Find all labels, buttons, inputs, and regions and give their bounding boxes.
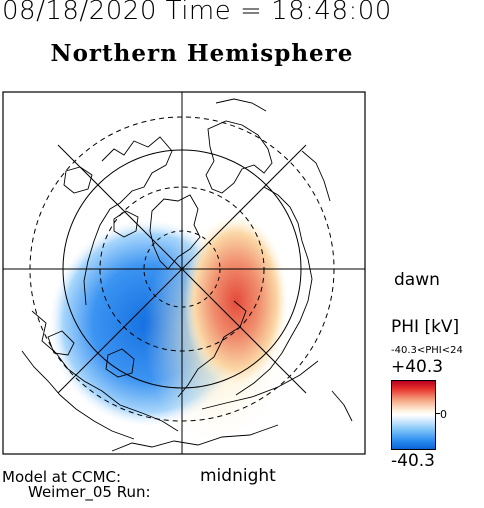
run-line: Weimer_05 Run: — [28, 483, 151, 501]
colorbar-zero-label: 0 — [440, 408, 447, 421]
hemisphere-title: Northern Hemisphere — [50, 40, 354, 67]
positive-cell — [184, 215, 288, 387]
polar-potential-map — [2, 91, 366, 455]
colorbar-min-label: -40.3 — [391, 451, 435, 471]
colorbar-zero-tick — [435, 413, 440, 414]
potential-field — [48, 215, 288, 441]
midnight-label: midnight — [200, 466, 276, 486]
datetime-title: 08/18/2020 Time = 18:48:00 — [2, 0, 392, 26]
colorbar — [391, 380, 436, 450]
legend-title: PHI [kV] — [391, 317, 460, 337]
colorbar-max-label: +40.3 — [391, 357, 444, 377]
map-frame — [2, 91, 366, 455]
legend-range: -40.3<PHI<24 — [391, 345, 463, 356]
dawn-label: dawn — [394, 270, 440, 290]
meridian-grid — [3, 92, 365, 454]
coastlines — [21, 98, 353, 452]
model-line: Model at CCMC: — [2, 468, 122, 486]
